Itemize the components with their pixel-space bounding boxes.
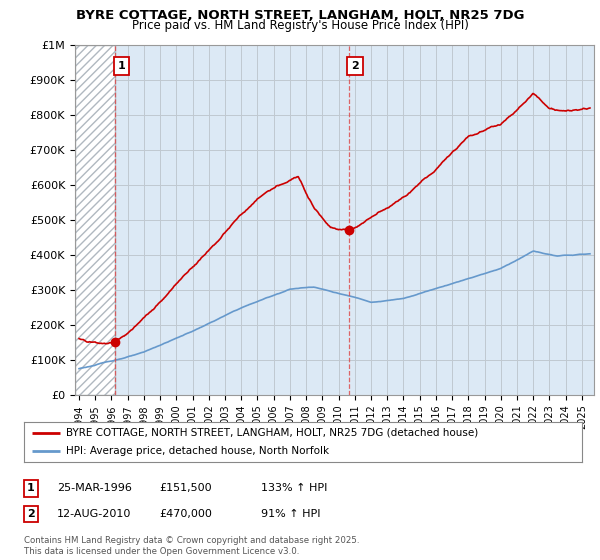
Text: BYRE COTTAGE, NORTH STREET, LANGHAM, HOLT, NR25 7DG (detached house): BYRE COTTAGE, NORTH STREET, LANGHAM, HOL… xyxy=(66,428,478,437)
Bar xyxy=(75,45,115,395)
Text: HPI: Average price, detached house, North Norfolk: HPI: Average price, detached house, Nort… xyxy=(66,446,329,456)
Text: 133% ↑ HPI: 133% ↑ HPI xyxy=(261,483,328,493)
Text: 1: 1 xyxy=(27,483,35,493)
Text: 1: 1 xyxy=(118,61,125,71)
Text: 12-AUG-2010: 12-AUG-2010 xyxy=(57,509,131,519)
Text: £470,000: £470,000 xyxy=(159,509,212,519)
Text: Price paid vs. HM Land Registry's House Price Index (HPI): Price paid vs. HM Land Registry's House … xyxy=(131,19,469,32)
Text: £151,500: £151,500 xyxy=(159,483,212,493)
Text: 91% ↑ HPI: 91% ↑ HPI xyxy=(261,509,320,519)
Text: BYRE COTTAGE, NORTH STREET, LANGHAM, HOLT, NR25 7DG: BYRE COTTAGE, NORTH STREET, LANGHAM, HOL… xyxy=(76,9,524,22)
Text: 2: 2 xyxy=(27,509,35,519)
Text: 25-MAR-1996: 25-MAR-1996 xyxy=(57,483,132,493)
Text: Contains HM Land Registry data © Crown copyright and database right 2025.
This d: Contains HM Land Registry data © Crown c… xyxy=(24,536,359,556)
Text: 2: 2 xyxy=(351,61,359,71)
